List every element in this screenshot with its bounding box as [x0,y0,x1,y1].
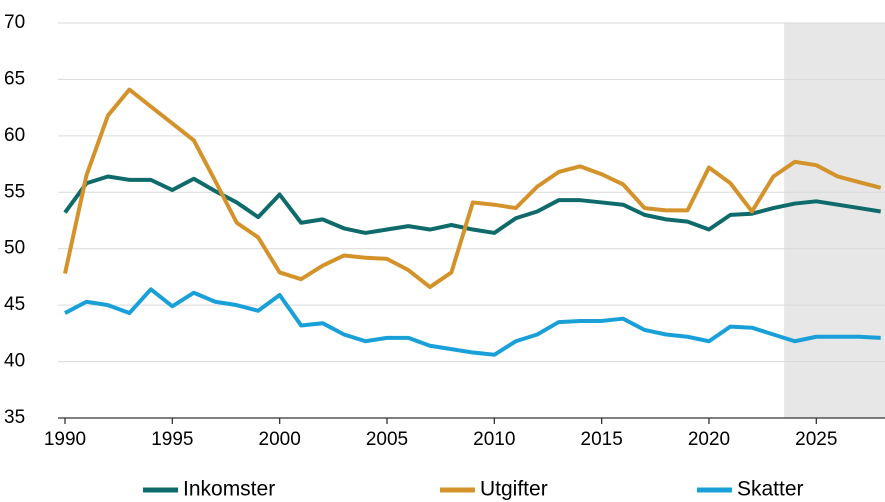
legend-label: Skatter [737,478,804,501]
legend-label: Inkomster [183,478,275,501]
x-tick-label: 2005 [366,429,408,450]
y-tick-label: 55 [4,181,25,202]
x-tick-label: 2000 [259,429,301,450]
y-tick-label: 40 [4,351,25,372]
y-tick-label: 45 [4,294,25,315]
y-tick-label: 70 [4,12,25,33]
y-tick-label: 60 [4,125,25,146]
forecast-shade [784,23,885,418]
x-tick-label: 2010 [473,429,515,450]
x-tick-label: 1995 [151,429,193,450]
y-tick-label: 35 [4,407,25,428]
y-tick-label: 65 [4,68,25,89]
x-tick-label: 2020 [688,429,730,450]
series-line [63,87,882,290]
x-tick-label: 2025 [795,429,837,450]
series-line [63,174,882,235]
y-tick-label: 50 [4,238,25,259]
series-line [64,287,881,357]
legend-label: Utgifter [480,478,548,501]
x-tick-label: 1990 [44,429,86,450]
x-tick-label: 2015 [581,429,623,450]
